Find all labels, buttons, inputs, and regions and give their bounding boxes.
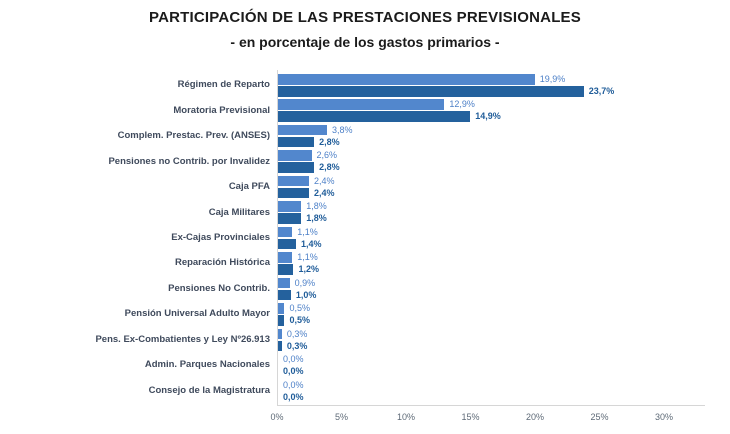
y-axis-line — [277, 70, 278, 405]
bar-value-label: 1,4% — [301, 238, 322, 249]
bar-value-label: 19,9% — [539, 74, 566, 84]
chart-title: PARTICIPACIÓN DE LAS PRESTACIONES PREVIS… — [149, 9, 581, 26]
bar-value-label: 0,3% — [286, 328, 308, 339]
bar-value-label: 0,0% — [283, 391, 304, 402]
bar-light — [278, 328, 282, 340]
x-axis-tick-label: 10% — [396, 412, 415, 422]
x-axis-tick-label: 25% — [590, 412, 609, 422]
bar-value-label: 23,7% — [588, 86, 615, 96]
bar-value-label: 1,1% — [297, 226, 318, 237]
bar-value-label: 1,8% — [306, 213, 327, 224]
category-label: Pensiones No Contrib. — [168, 282, 270, 294]
bar-dark — [278, 213, 302, 224]
category-label: Pensión Universal Adulto Mayor — [124, 308, 270, 320]
bar-value-label: 0,5% — [289, 315, 310, 326]
category-label: Moratoria Previsional — [173, 104, 270, 116]
x-axis-line — [277, 405, 705, 406]
bar-value-label: 2,4% — [313, 175, 335, 186]
bar-dark — [278, 187, 309, 199]
bar-dark — [278, 86, 584, 97]
x-axis-tick-label: 30% — [654, 412, 673, 422]
bar-dark — [278, 340, 282, 352]
bar-dark — [278, 162, 315, 173]
bar-value-label: 3,8% — [332, 124, 353, 135]
x-axis-tick-label: 20% — [525, 412, 544, 422]
category-label: Admin. Parques Nacionales — [144, 359, 270, 371]
bar-light — [278, 124, 328, 136]
category-label: Pens. Ex-Combatientes y Ley Nº26.913 — [95, 333, 270, 345]
bar-value-label: 2,8% — [319, 162, 340, 173]
bar-value-label: 2,4% — [313, 187, 335, 198]
bar-value-label: 1,8% — [306, 201, 327, 212]
category-label: Pensiones no Contrib. por Invalidez — [108, 155, 270, 167]
bar-value-label: 2,8% — [319, 136, 340, 147]
chart-subtitle: - en porcentaje de los gastos primarios … — [230, 34, 500, 50]
bar-value-label: 0,0% — [283, 379, 304, 390]
bar-value-label: 1,0% — [295, 289, 317, 300]
bar-value-label: 0,0% — [283, 366, 304, 377]
category-label: Ex-Cajas Provinciales — [171, 231, 270, 243]
category-label: Reparación Histórica — [174, 257, 270, 269]
bar-value-label: 1,2% — [298, 264, 319, 275]
bar-value-label: 0,0% — [283, 354, 304, 365]
bar-value-label: 1,1% — [297, 252, 318, 263]
bar-value-label: 14,9% — [475, 111, 501, 122]
bar-light — [278, 175, 309, 187]
category-label: Complem. Prestac. Prev. (ANSES) — [117, 130, 270, 142]
x-axis-tick-label: 5% — [334, 412, 348, 422]
bar-dark — [278, 264, 294, 275]
bar-light — [278, 252, 293, 263]
bar-dark — [278, 289, 291, 301]
bar-light — [278, 201, 302, 212]
bar-light — [278, 150, 312, 161]
bar-dark — [278, 111, 471, 122]
bar-value-label: 2,6% — [316, 150, 338, 161]
bar-light — [278, 74, 535, 85]
bar-light — [278, 99, 445, 110]
bar-light — [278, 277, 290, 289]
x-axis-tick-label: 0% — [270, 412, 284, 422]
category-label: Régimen de Reparto — [177, 79, 270, 91]
bar-value-label: 12,9% — [449, 99, 475, 110]
bar-dark — [278, 315, 285, 326]
bar-dark — [278, 136, 315, 148]
bar-value-label: 0,5% — [289, 303, 310, 314]
bar-light — [278, 226, 293, 238]
category-label: Caja PFA — [228, 181, 270, 193]
bar-value-label: 0,9% — [294, 277, 316, 288]
x-axis-tick-label: 15% — [461, 412, 480, 422]
category-label: Caja Militares — [208, 206, 270, 218]
bar-value-label: 0,3% — [286, 340, 308, 351]
bar-light — [278, 303, 285, 314]
category-label: Consejo de la Magistratura — [148, 384, 270, 396]
bar-dark — [278, 238, 297, 250]
